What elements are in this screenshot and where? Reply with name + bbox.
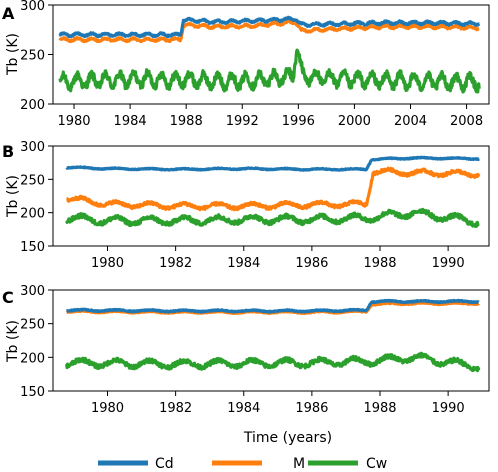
panel-a-lines [58,15,481,94]
panel-c-ytick-label: 250 [20,318,45,333]
panel-a-xtick-label: 1988 [170,114,203,129]
panel-c-xtick-label: 1980 [91,401,124,416]
panel-b-xtick-label: 1990 [432,256,465,271]
panel-a-xtick-label: 1992 [226,114,259,129]
legend-label-cd: Cd [155,456,174,472]
panel-a-ytick-label: 300 [20,0,45,14]
panel-c-series-cw [65,351,481,373]
panel-b-xtick-label: 1980 [91,256,124,271]
panel-b-xtick-label: 1984 [227,256,260,271]
panel-c-frame [52,289,490,392]
legend-label-cw: Cw [366,456,387,472]
panel-a-xtick-label: 1996 [282,114,315,129]
panel-b-ylabel: Tb (K) [5,175,21,218]
panel-b-lines [65,155,481,229]
panel-a-ylabel: Tb (K) [5,33,21,76]
panel-c-ytick-label: 150 [20,385,45,400]
panel-c-plot: 150 200 250 300 1980 1982 1984 1986 1988 1990 [20,284,490,416]
panel-b-series-cw [65,207,480,229]
panel-b-letter: B [2,142,14,161]
panel-b-ytick-label: 150 [20,240,45,255]
legend-label-m: M [293,456,305,472]
panel-a-ytick-label: 200 [20,98,45,113]
panel-a-series-m [58,19,481,44]
panel-c-ytick-label: 300 [20,284,45,299]
panel-c-xtick-label: 1982 [159,401,192,416]
panel-b: B Tb (K) 150 200 250 300 1980 1982 1984 1986 198… [2,140,490,271]
panel-c-xlabel: Time (years) [243,430,332,446]
panel-c-xtick-label: 1986 [295,401,328,416]
panel-a-xtick-label: 2008 [450,114,483,129]
panel-c-lines [65,298,481,373]
panel-b-ytick-label: 300 [20,140,45,155]
panel-c-ylabel: Tb (K) [5,320,21,363]
panel-c-letter: C [2,288,14,307]
panel-b-plot: 150 200 250 300 1980 1982 1984 1986 1988 1990 [20,140,490,271]
panel-a-xtick-label: 1980 [57,114,90,129]
panel-c-xtick-label: 1990 [432,401,465,416]
panel-a-plot: 200 250 300 1980 1984 1988 1992 1996 2000 2004 200… [20,0,490,129]
panel-b-ytick-label: 200 [20,207,45,222]
panel-b-frame [52,145,490,247]
panel-b-xtick-label: 1986 [295,256,328,271]
panel-b-series-m [65,166,481,212]
panel-c: C Tb (K) Time (years) 150 200 250 300 1980 19… [2,284,490,446]
panel-a-letter: A [2,4,15,23]
panel-a-series-cw [58,48,481,94]
panel-a-xtick-label: 1984 [114,114,147,129]
panel-b-series-cd [65,155,480,172]
panel-a-xtick-label: 2004 [394,114,427,129]
panel-b-ytick-label: 250 [20,173,45,188]
legend: Cd M Cw [98,456,387,472]
panel-b-xtick-label: 1988 [363,256,396,271]
panel-a-series-cd [58,15,481,39]
panel-c-xtick-label: 1988 [363,401,396,416]
panel-c-series-cd [65,298,480,314]
panel-a-ytick-label: 250 [20,49,45,64]
panel-c-xtick-label: 1984 [227,401,260,416]
panel-c-ytick-label: 200 [20,351,45,366]
panel-a-xtick-label: 2000 [338,114,371,129]
panel-b-xtick-label: 1982 [159,256,192,271]
